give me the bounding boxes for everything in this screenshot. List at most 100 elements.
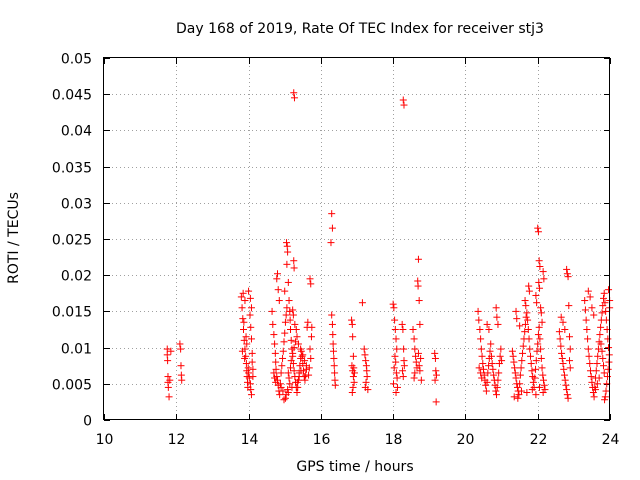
data-point-marker [532,291,540,299]
data-point-marker [604,335,612,343]
data-point-marker [391,352,399,360]
x-tick-label: 22 [530,432,548,448]
data-point-marker [493,391,501,399]
data-point-marker [304,318,312,326]
data-point-marker [540,275,548,283]
data-point-marker [564,273,572,281]
data-point-marker [538,364,546,372]
data-point-marker [242,360,250,368]
data-point-marker [535,257,543,265]
data-point-marker [364,386,372,394]
data-point-marker [558,354,566,362]
data-point-marker [178,376,186,384]
data-point-marker [557,342,565,350]
data-point-marker [582,316,590,324]
data-point-marker [581,297,589,305]
data-point-marker [412,358,420,366]
data-point-marker [537,309,545,317]
data-point-marker [400,345,408,353]
data-point-marker [521,320,529,328]
data-point-marker [583,326,591,333]
data-point-marker [526,352,534,360]
data-point-marker [412,352,420,360]
data-point-marker [290,367,298,375]
data-point-marker [433,371,441,379]
x-tick-label: 16 [313,432,331,448]
data-point-marker [478,374,486,382]
data-point-marker [249,365,257,373]
data-point-marker [566,364,574,372]
data-point-marker [593,380,601,388]
data-point-marker [566,345,574,353]
data-point-marker [533,299,541,307]
data-point-marker [517,387,525,395]
data-point-marker [289,311,297,319]
data-point-marker [539,371,547,379]
data-point-marker [305,364,313,372]
data-point-marker [558,349,566,357]
data-point-marker [299,360,307,368]
data-point-marker [533,347,541,355]
data-point-marker [557,313,565,321]
data-point-marker [487,340,495,348]
data-point-marker [363,373,371,381]
data-point-marker [522,302,530,310]
data-point-marker [284,278,292,286]
data-point-marker [483,378,491,386]
x-axis-label: GPS time / hours [296,459,413,475]
data-point-marker [392,369,400,377]
data-point-marker [516,371,524,379]
data-point-marker [399,367,407,375]
data-point-marker [485,362,493,370]
data-point-marker [534,228,542,236]
data-point-marker [391,316,399,324]
data-point-marker [495,369,503,377]
data-point-marker [536,383,544,391]
data-point-marker [280,338,288,346]
data-point-marker [525,287,533,295]
data-point-marker [242,333,250,341]
data-point-marker [597,340,605,348]
data-point-marker [477,369,485,377]
data-point-marker [529,378,537,386]
data-point-marker [510,358,518,366]
data-point-marker [602,307,610,315]
data-point-marker [400,362,408,370]
data-point-marker [362,378,370,386]
data-point-marker [349,352,357,360]
data-point-marker [531,374,539,382]
data-point-marker [522,313,530,321]
data-point-marker [348,388,356,396]
data-point-marker [537,354,545,362]
data-point-marker [271,374,279,382]
data-point-marker [177,345,185,353]
data-point-marker [584,287,592,295]
data-point-marker [432,398,440,406]
data-point-marker [287,357,295,365]
data-point-marker [350,369,358,377]
data-point-marker [398,320,406,328]
data-point-marker [283,239,291,247]
data-point-marker [563,270,571,278]
data-point-marker [239,289,247,297]
data-point-marker [281,318,289,326]
data-point-marker [240,326,248,333]
data-point-marker [271,340,279,348]
data-point-marker [274,286,282,294]
data-point-marker [528,367,536,375]
data-point-marker [590,311,598,319]
data-point-marker [362,357,370,365]
data-point-marker [278,362,286,370]
data-point-marker [519,349,527,357]
data-point-marker [594,345,602,353]
data-point-marker [248,349,256,357]
data-point-marker [290,257,298,265]
data-point-marker [393,374,401,382]
data-point-marker [294,340,302,348]
data-point-marker [276,380,284,388]
data-point-marker [601,393,609,401]
data-point-marker [598,347,606,355]
data-point-marker [525,282,533,290]
y-tick-label: 0.02 [61,269,92,285]
data-point-marker [305,371,313,379]
